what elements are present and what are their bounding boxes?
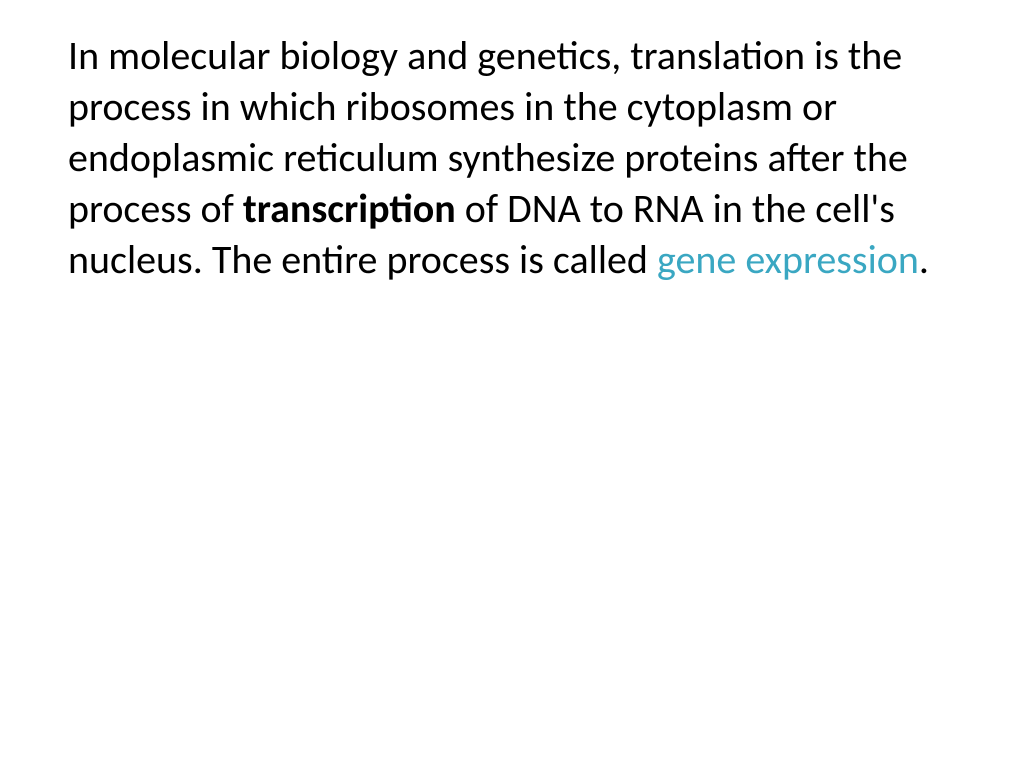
body-text: In molecular biology and genetics, trans… xyxy=(68,30,948,285)
bold-text: transcription xyxy=(243,184,456,233)
slide: In molecular biology and genetics, trans… xyxy=(0,0,1024,768)
link-text[interactable]: gene expression xyxy=(657,235,919,284)
plain-text: . xyxy=(919,235,929,284)
